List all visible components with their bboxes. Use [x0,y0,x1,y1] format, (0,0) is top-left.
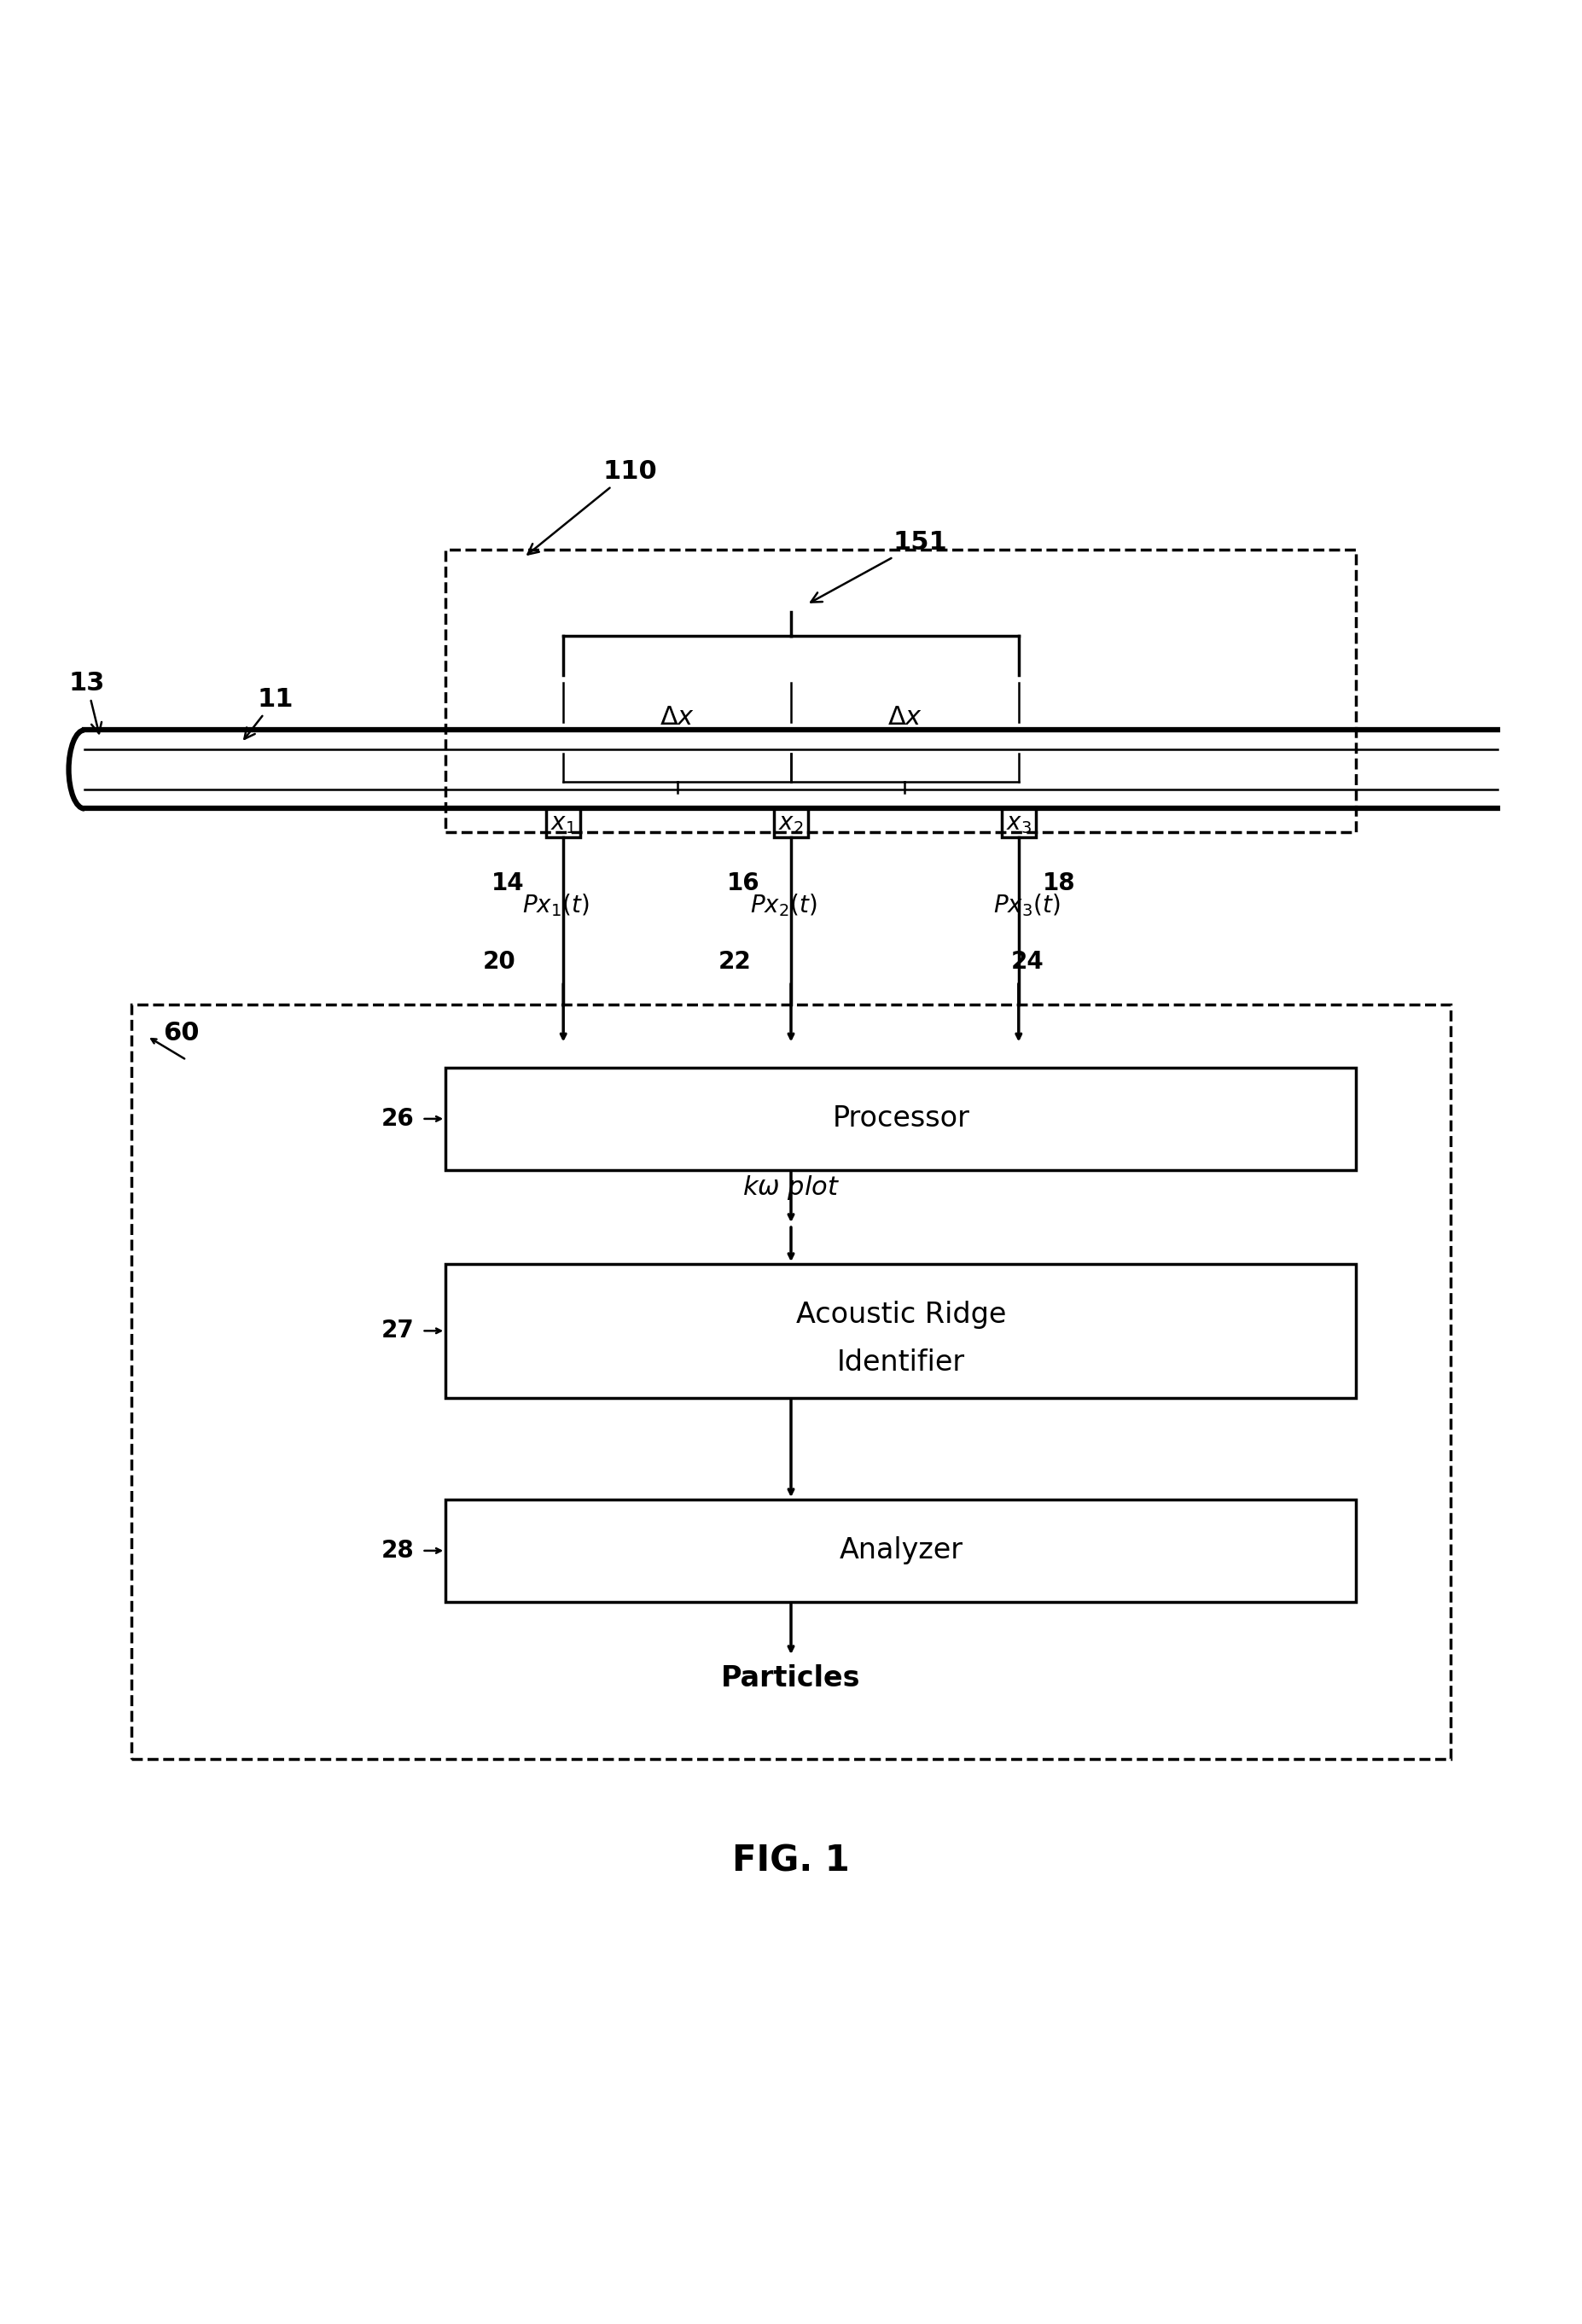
Text: 27: 27 [381,1320,414,1343]
Text: 22: 22 [718,951,751,974]
Text: 24: 24 [1011,951,1044,974]
Text: FIG. 1: FIG. 1 [732,1843,850,1878]
Text: 28: 28 [381,1538,414,1562]
Text: 151: 151 [812,530,948,602]
Text: 20: 20 [483,951,516,974]
Text: Analyzer: Analyzer [838,1536,963,1564]
Text: $Px_2(t)$: $Px_2(t)$ [750,892,816,918]
FancyBboxPatch shape [446,1264,1356,1397]
Text: $x_2$: $x_2$ [778,811,804,837]
Text: $Px_1(t)$: $Px_1(t)$ [522,892,589,918]
Text: 60: 60 [163,1020,199,1046]
FancyBboxPatch shape [546,809,581,837]
Text: 11: 11 [244,688,293,739]
FancyBboxPatch shape [446,1499,1356,1601]
Text: Acoustic Ridge: Acoustic Ridge [796,1301,1006,1329]
Text: $x_1$: $x_1$ [551,811,576,837]
Text: $\Delta x$: $\Delta x$ [888,706,922,730]
Text: 16: 16 [726,872,759,895]
Text: $\Delta x$: $\Delta x$ [660,706,694,730]
Text: Processor: Processor [832,1104,970,1132]
Text: 18: 18 [1043,872,1076,895]
FancyBboxPatch shape [1001,809,1036,837]
Text: Particles: Particles [721,1664,861,1692]
Bar [446,548,1356,832]
Bar [131,1004,1451,1759]
FancyBboxPatch shape [446,1067,1356,1169]
Text: $x_3$: $x_3$ [1006,811,1031,837]
Text: 26: 26 [381,1106,414,1132]
Text: 110: 110 [528,460,657,555]
Text: 14: 14 [490,872,524,895]
Text: Identifier: Identifier [837,1348,965,1376]
Text: 13: 13 [68,672,104,734]
FancyBboxPatch shape [774,809,808,837]
Text: $k\omega$ plot: $k\omega$ plot [742,1174,840,1202]
Text: $Px_3(t)$: $Px_3(t)$ [993,892,1060,918]
